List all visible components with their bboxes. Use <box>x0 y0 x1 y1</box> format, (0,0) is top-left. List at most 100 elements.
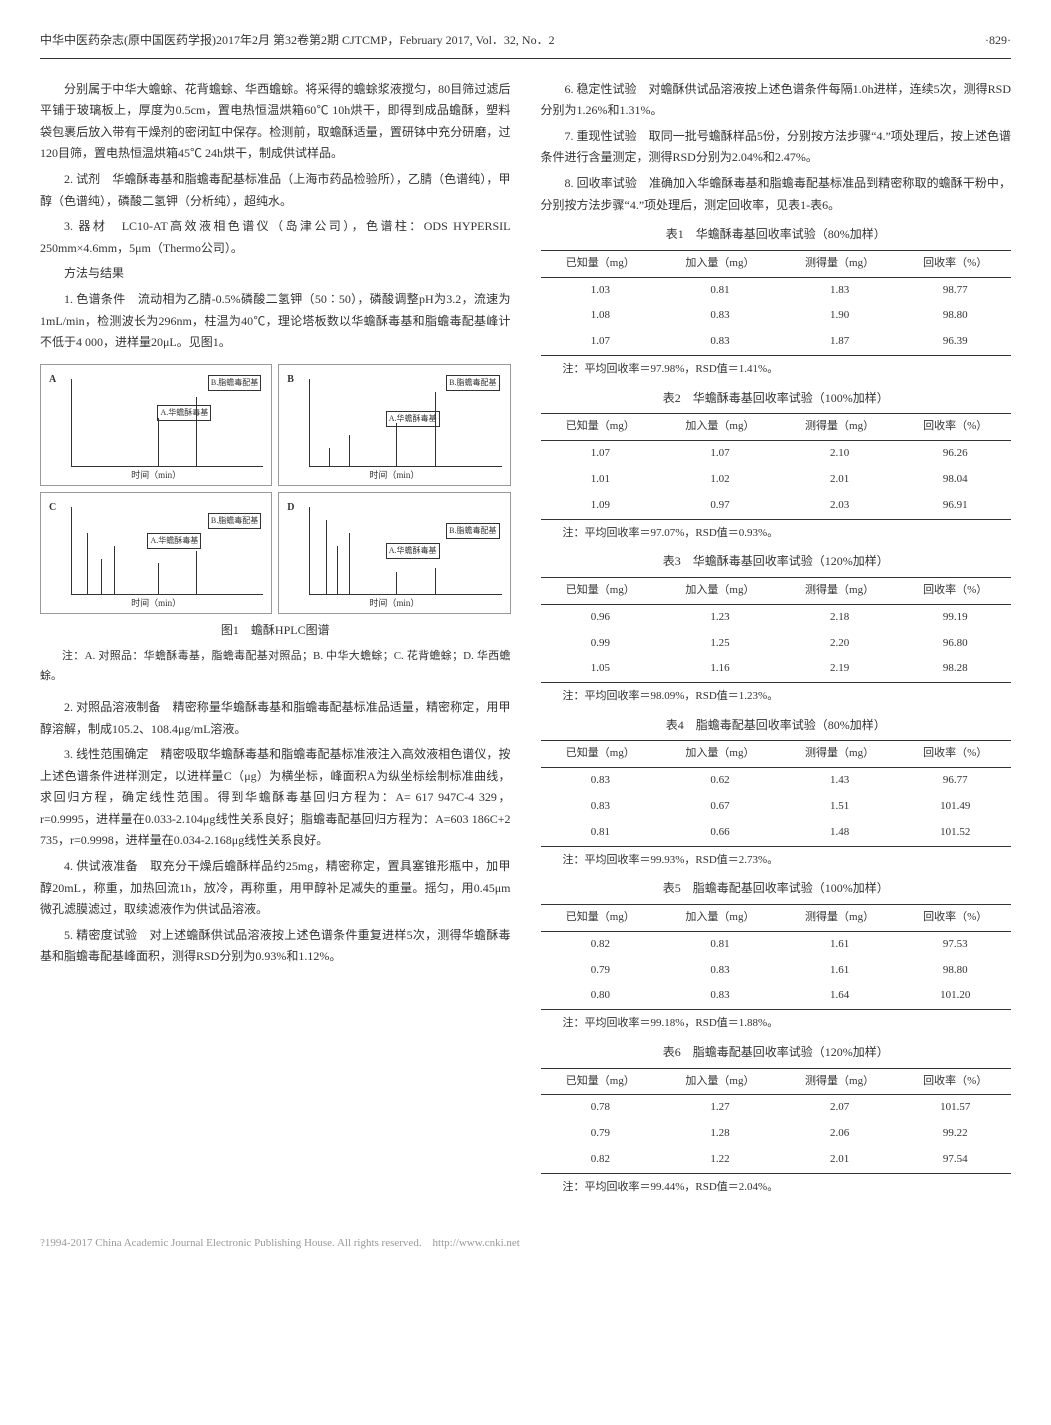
table-row: 0.781.272.07101.57 <box>541 1095 1012 1121</box>
panel-label-c: C <box>49 499 56 517</box>
t3-table: 已知量（mg）加入量（mg）测得量（mg）回收率（%）0.961.232.189… <box>541 577 1012 683</box>
table-row: 1.080.831.9098.80 <box>541 303 1012 329</box>
table-row: 0.830.621.4396.77 <box>541 768 1012 794</box>
hplc-panel-d: D B.脂蟾毒配基 A.华蟾酥毒基 时间（min） <box>278 492 510 614</box>
table-row: 0.821.222.0197.54 <box>541 1147 1012 1173</box>
table-cell: 2.01 <box>780 1147 900 1173</box>
col-header: 测得量（mg） <box>780 741 900 768</box>
col-header: 已知量（mg） <box>541 1068 661 1095</box>
table-cell: 0.83 <box>541 794 661 820</box>
table-row: 0.810.661.48101.52 <box>541 820 1012 846</box>
table-cell: 96.26 <box>899 441 1011 467</box>
hplc-panel-c: C B.脂蟾毒配基 A.华蟾酥毒基 时间（min） <box>40 492 272 614</box>
col-header: 加入量（mg） <box>660 414 780 441</box>
table-cell: 101.49 <box>899 794 1011 820</box>
table-cell: 0.79 <box>541 1121 661 1147</box>
col-header: 加入量（mg） <box>660 905 780 932</box>
hplc-panel-b: B B.脂蟾毒配基 A.华蟾酥毒基 时间（min） <box>278 364 510 486</box>
para-reproducibility: 7. 重现性试验 取同一批号蟾酥样品5份，分别按方法步骤“4.”项处理后，按上述… <box>541 126 1012 169</box>
table-cell: 2.07 <box>780 1095 900 1121</box>
col-header: 已知量（mg） <box>541 905 661 932</box>
table-cell: 99.19 <box>899 604 1011 630</box>
para-precision: 5. 精密度试验 对上述蟾酥供试品溶液按上述色谱条件重复进样5次，测得华蟾酥毒基… <box>40 925 511 968</box>
col-header: 加入量（mg） <box>660 250 780 277</box>
table-row: 1.071.072.1096.26 <box>541 441 1012 467</box>
col-header: 加入量（mg） <box>660 1068 780 1095</box>
table-cell: 1.83 <box>780 277 900 303</box>
chromatogram-axes <box>309 507 501 594</box>
para-materials: 分别属于中华大蟾蜍、花背蟾蜍、华西蟾蜍。将采得的蟾蜍浆液搅匀，80目筛过滤后平铺… <box>40 79 511 165</box>
table-row: 1.070.831.8796.39 <box>541 329 1012 355</box>
x-axis-label: 时间（min） <box>279 595 509 611</box>
table-cell: 97.54 <box>899 1147 1011 1173</box>
table-cell: 99.22 <box>899 1121 1011 1147</box>
table-cell: 0.99 <box>541 631 661 657</box>
col-header: 测得量（mg） <box>780 577 900 604</box>
t5-note: 注：平均回收率＝99.18%，RSD值＝1.88%。 <box>541 1014 1012 1034</box>
table-cell: 1.48 <box>780 820 900 846</box>
table-cell: 0.83 <box>660 983 780 1009</box>
table-cell: 1.64 <box>780 983 900 1009</box>
figure-1-note: 注：A. 对照品：华蟾酥毒基，脂蟾毒配基对照品；B. 中华大蟾蜍；C. 花背蟾蜍… <box>40 647 511 687</box>
col-header: 加入量（mg） <box>660 741 780 768</box>
table-cell: 1.22 <box>660 1147 780 1173</box>
table-cell: 2.18 <box>780 604 900 630</box>
col-header: 测得量（mg） <box>780 250 900 277</box>
x-axis-label: 时间（min） <box>41 595 271 611</box>
col-header: 测得量（mg） <box>780 1068 900 1095</box>
figure-1: A B.脂蟾毒配基 A.华蟾酥毒基 时间（min） B B.脂蟾毒配基 A.华蟾… <box>40 364 511 687</box>
col-header: 测得量（mg） <box>780 414 900 441</box>
table-cell: 0.67 <box>660 794 780 820</box>
table-cell: 1.43 <box>780 768 900 794</box>
chromatogram-axes <box>71 379 263 466</box>
right-column: 6. 稳定性试验 对蟾酥供试品溶液按上述色谱条件每隔1.0h进样，连续5次，测得… <box>541 79 1012 1204</box>
table-cell: 0.83 <box>660 958 780 984</box>
para-ref-solution: 2. 对照品溶液制备 精密称量华蟾酥毒基和脂蟾毒配基标准品适量，精密称定，用甲醇… <box>40 697 511 740</box>
table-cell: 1.03 <box>541 277 661 303</box>
table-cell: 1.25 <box>660 631 780 657</box>
table-cell: 98.77 <box>899 277 1011 303</box>
col-header: 回收率（%） <box>899 414 1011 441</box>
table-cell: 2.01 <box>780 467 900 493</box>
table-row: 1.011.022.0198.04 <box>541 467 1012 493</box>
t4-title: 表4 脂蟾毒配基回收率试验（80%加样） <box>541 715 1012 737</box>
table-cell: 1.08 <box>541 303 661 329</box>
header-left: 中华中医药杂志(原中国医药学报)2017年2月 第32卷第2期 CJTCMP，F… <box>40 30 555 52</box>
table-cell: 0.78 <box>541 1095 661 1121</box>
recovery-tables: 表1 华蟾酥毒基回收率试验（80%加样）已知量（mg）加入量（mg）测得量（mg… <box>541 224 1012 1197</box>
col-header: 测得量（mg） <box>780 905 900 932</box>
table-cell: 96.91 <box>899 493 1011 519</box>
page-header: 中华中医药杂志(原中国医药学报)2017年2月 第32卷第2期 CJTCMP，F… <box>40 30 1011 59</box>
col-header: 回收率（%） <box>899 1068 1011 1095</box>
table-row: 1.051.162.1998.28 <box>541 656 1012 682</box>
t2-table: 已知量（mg）加入量（mg）测得量（mg）回收率（%）1.071.072.109… <box>541 413 1012 519</box>
col-header: 已知量（mg） <box>541 741 661 768</box>
left-column: 分别属于中华大蟾蜍、花背蟾蜍、华西蟾蜍。将采得的蟾蜍浆液搅匀，80目筛过滤后平铺… <box>40 79 511 1204</box>
figure-1-grid: A B.脂蟾毒配基 A.华蟾酥毒基 时间（min） B B.脂蟾毒配基 A.华蟾… <box>40 364 511 614</box>
t6-table: 已知量（mg）加入量（mg）测得量（mg）回收率（%）0.781.272.071… <box>541 1068 1012 1174</box>
x-axis-label: 时间（min） <box>41 467 271 483</box>
table-cell: 96.39 <box>899 329 1011 355</box>
table-cell: 1.05 <box>541 656 661 682</box>
table-cell: 97.53 <box>899 931 1011 957</box>
table-cell: 1.87 <box>780 329 900 355</box>
table-cell: 1.27 <box>660 1095 780 1121</box>
table-cell: 1.61 <box>780 958 900 984</box>
table-cell: 101.57 <box>899 1095 1011 1121</box>
table-cell: 1.09 <box>541 493 661 519</box>
chromatogram-axes <box>71 507 263 594</box>
table-cell: 1.01 <box>541 467 661 493</box>
table-cell: 0.83 <box>660 303 780 329</box>
para-reagents: 2. 试剂 华蟾酥毒基和脂蟾毒配基标准品（上海市药品检验所），乙腈（色谱纯），甲… <box>40 169 511 212</box>
table-cell: 1.16 <box>660 656 780 682</box>
t5-title: 表5 脂蟾毒配基回收率试验（100%加样） <box>541 878 1012 900</box>
table-cell: 101.52 <box>899 820 1011 846</box>
col-header: 回收率（%） <box>899 905 1011 932</box>
t1-title: 表1 华蟾酥毒基回收率试验（80%加样） <box>541 224 1012 246</box>
panel-label-a: A <box>49 371 56 389</box>
table-cell: 0.81 <box>660 931 780 957</box>
t2-note: 注：平均回收率＝97.07%，RSD值＝0.93%。 <box>541 524 1012 544</box>
page-footer: ?1994-2017 China Academic Journal Electr… <box>40 1234 1011 1254</box>
chromatogram-axes <box>309 379 501 466</box>
table-cell: 2.03 <box>780 493 900 519</box>
